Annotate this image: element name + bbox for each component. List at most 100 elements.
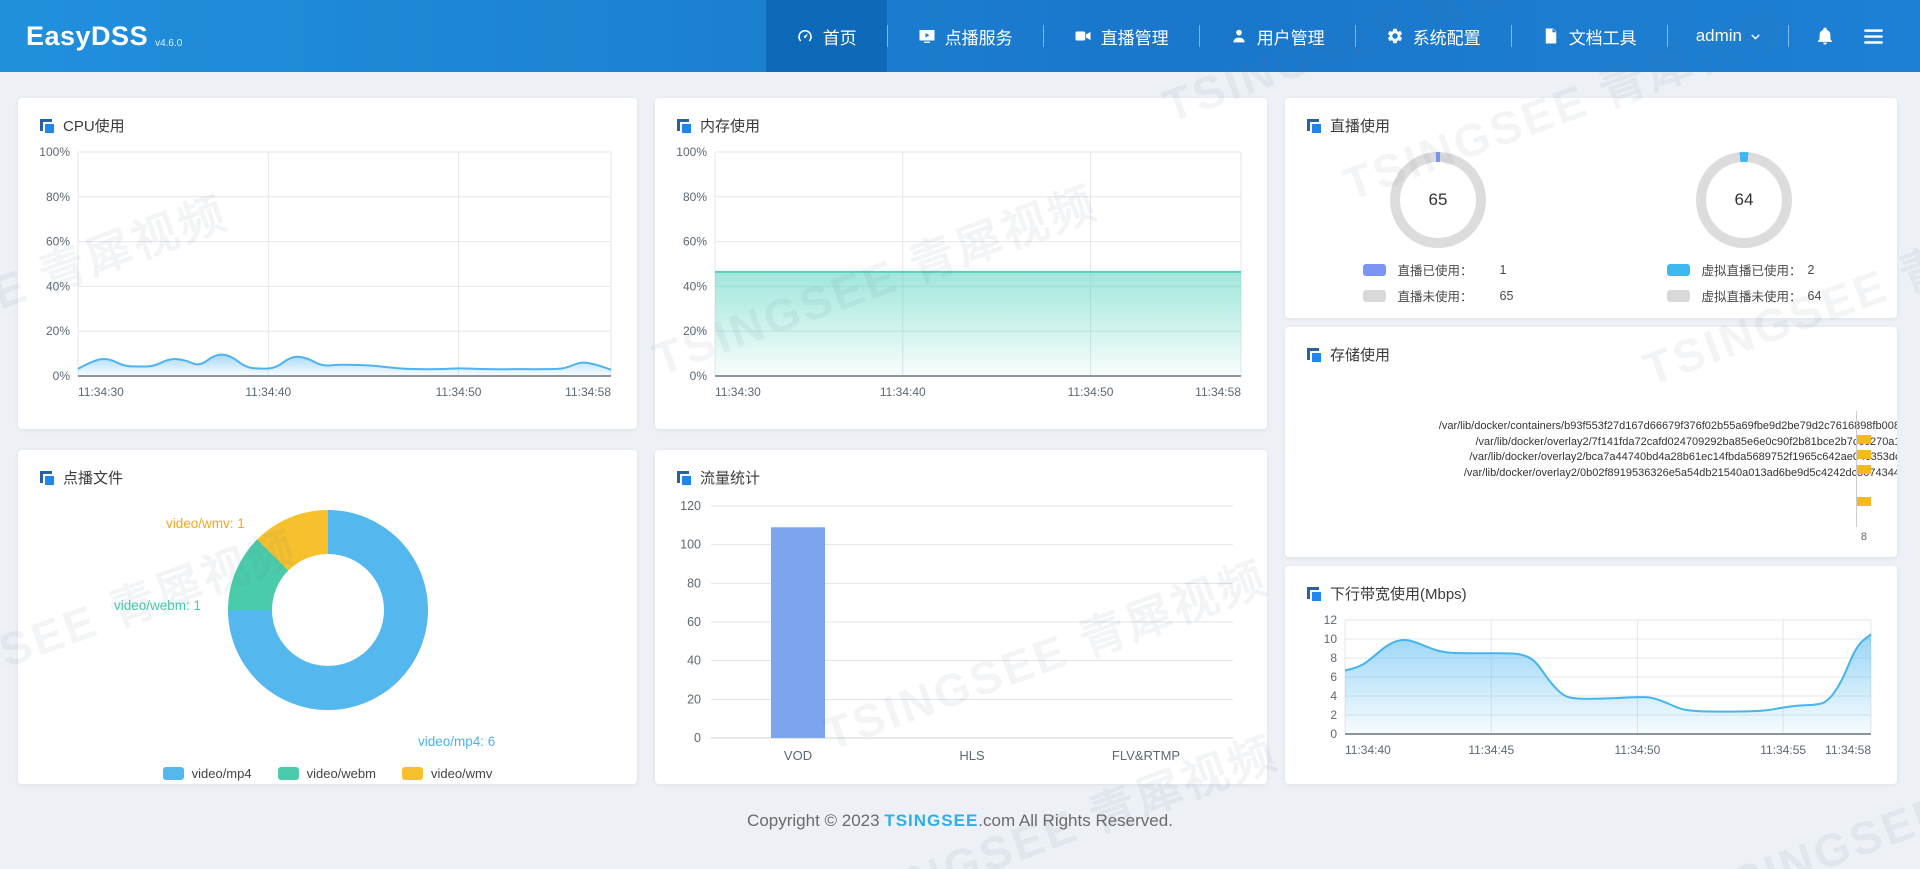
traffic-stats-chart: 120 100 80 60 40 20 0 VOD HLS FLV&RTMP	[663, 492, 1251, 772]
storage-path-labels: /var/lib/docker/containers/b93f553f27d16…	[1439, 419, 1897, 481]
user-name: admin	[1695, 26, 1742, 45]
nav-divider	[886, 25, 888, 47]
card-title: CPU使用	[63, 118, 125, 135]
live-icon	[1074, 27, 1092, 45]
legend-label: 虚拟直播未使用：	[1701, 290, 1802, 304]
user-menu[interactable]: admin	[1696, 26, 1762, 46]
legend-value: 65	[1499, 288, 1514, 303]
gear-icon	[1386, 27, 1404, 45]
dashboard: CPU使用 100% 80% 60% 40% 20% 0% 11:34:30 11:34:40…	[0, 72, 1920, 784]
svg-text:60%: 60%	[683, 235, 707, 249]
nav-item-label: 系统配置	[1412, 28, 1481, 48]
legend-value: 1	[1499, 262, 1507, 277]
live-usage-gauges: 65 直播已使用： 1 直播未使用： 65 64 虚拟直播已使用： 2 虚拟直播未使用： 64	[1285, 138, 1897, 305]
nav-item-user-management[interactable]: 用户管理	[1200, 0, 1355, 72]
card-title: 下行带宽使用(Mbps)	[1330, 586, 1467, 603]
svg-text:120: 120	[680, 499, 701, 513]
navbar: EasyDSS v4.6.0 首页 点播服务 直播管理 用户管理 系统配置 文档工具 ad…	[0, 0, 1920, 72]
copyright-prefix: Copyright © 2023	[747, 811, 885, 830]
legend-label: 直播未使用：	[1397, 290, 1473, 304]
vod-icon	[918, 27, 936, 45]
hamburger-menu-icon[interactable]	[1861, 24, 1886, 49]
svg-text:40: 40	[687, 654, 701, 668]
svg-text:11:34:50: 11:34:50	[436, 385, 482, 399]
svg-text:11:34:30: 11:34:30	[78, 385, 124, 399]
nav-item-label: 用户管理	[1256, 28, 1325, 48]
legend-swatch	[1362, 289, 1386, 302]
app-version: v4.6.0	[155, 37, 183, 49]
legend-label: 直播已使用：	[1397, 264, 1473, 278]
card-header: 存储使用	[1285, 327, 1897, 367]
svg-text:0: 0	[1330, 727, 1337, 741]
legend-swatch	[1362, 263, 1386, 276]
donut-callout: video/wmv: 1	[166, 516, 245, 531]
svg-text:11:34:58: 11:34:58	[1195, 385, 1241, 399]
nav-divider	[1510, 25, 1512, 47]
gauge-ring: 65	[1390, 152, 1486, 248]
storage-bar	[1857, 450, 1871, 459]
card-traffic-stats: 流量统计 120 100 80 60 40 20 0 VOD HLS FLV&RTMP	[655, 450, 1267, 784]
legend-swatch	[1666, 263, 1690, 276]
legend-label: 虚拟直播已使用：	[1701, 264, 1802, 278]
nav-divider	[1354, 25, 1356, 47]
svg-text:11:34:40: 11:34:40	[1345, 743, 1391, 757]
card-header: CPU使用	[18, 98, 637, 138]
svg-text:11:34:40: 11:34:40	[245, 385, 291, 399]
svg-text:20%: 20%	[683, 324, 707, 338]
card-header: 直播使用	[1285, 98, 1897, 138]
app-logo[interactable]: EasyDSS v4.6.0	[0, 0, 212, 72]
nav-item-doc-tools[interactable]: 文档工具	[1512, 0, 1667, 72]
card-title: 内存使用	[700, 118, 761, 135]
legend-label: video/webm	[306, 766, 376, 781]
svg-text:11:34:58: 11:34:58	[565, 385, 611, 399]
memory-usage-chart: 100% 80% 60% 40% 20% 0% 11:34:30 11:34:40 11:34:…	[663, 140, 1253, 408]
svg-text:40%: 40%	[46, 279, 70, 293]
svg-text:11:34:45: 11:34:45	[1468, 743, 1514, 757]
notification-bell-icon[interactable]	[1815, 26, 1835, 46]
nav-item-home[interactable]: 首页	[765, 0, 887, 72]
card-header: 点播文件	[18, 450, 637, 490]
legend-item: video/wmv	[401, 766, 492, 781]
svg-text:VOD: VOD	[784, 748, 812, 763]
svg-text:60%: 60%	[46, 235, 70, 249]
brand-logo: TSINGSEE	[884, 811, 979, 830]
card-title: 点播文件	[63, 470, 124, 487]
vod-files-donut-chart: video/wmv: 1 video/webm: 1 video/mp4: 6	[18, 510, 637, 750]
svg-text:60: 60	[687, 615, 701, 629]
card-live-usage: 直播使用 65 直播已使用： 1 直播未使用： 65 64 虚拟直播已使用： 2 虚拟直播未使用…	[1285, 98, 1897, 318]
nav-divider	[1042, 25, 1044, 47]
gauge-ring: 64	[1696, 152, 1792, 248]
user-icon	[1230, 27, 1248, 45]
svg-text:80: 80	[687, 576, 701, 590]
svg-text:8: 8	[1330, 651, 1337, 665]
gauge-legend: 直播已使用： 1 直播未使用： 65	[1362, 260, 1514, 305]
legend-swatch	[401, 767, 423, 780]
nav-item-vod-service[interactable]: 点播服务	[888, 0, 1043, 72]
legend-swatch	[162, 767, 184, 780]
card-title-icon	[677, 470, 691, 485]
card-title: 流量统计	[700, 470, 761, 487]
svg-text:6: 6	[1330, 670, 1337, 684]
vod-files-legend: video/mp4 video/webm video/wmv	[18, 766, 637, 781]
nav-item-label: 文档工具	[1568, 28, 1637, 48]
svg-text:80%: 80%	[46, 190, 70, 204]
legend-item: video/mp4	[162, 766, 252, 781]
card-title-icon	[40, 118, 54, 133]
gauge-center-value: 64	[1734, 190, 1754, 209]
nav-item-label: 直播管理	[1100, 28, 1169, 48]
cpu-usage-chart: 100% 80% 60% 40% 20% 0% 11:34:30 11:34:40 11:34:…	[26, 140, 623, 408]
card-title: 直播使用	[1330, 118, 1391, 135]
svg-text:0: 0	[694, 731, 701, 745]
svg-text:FLV&RTMP: FLV&RTMP	[1112, 748, 1180, 763]
svg-text:100%: 100%	[39, 145, 70, 159]
storage-bar	[1857, 465, 1871, 474]
card-bandwidth-usage: 下行带宽使用(Mbps) 12 10 8 6 4 2 0 11:34:40 11:34:45 11…	[1285, 566, 1897, 784]
svg-text:11:34:40: 11:34:40	[880, 385, 926, 399]
nav-item-system-config[interactable]: 系统配置	[1356, 0, 1511, 72]
bandwidth-usage-chart: 12 10 8 6 4 2 0 11:34:40 11:34:45 11:34:50 11:34:5…	[1293, 608, 1883, 766]
card-cpu-usage: CPU使用 100% 80% 60% 40% 20% 0% 11:34:30 11:34:40…	[18, 98, 637, 429]
copyright-suffix: .com All Rights Reserved.	[978, 811, 1173, 830]
nav-item-live-management[interactable]: 直播管理	[1044, 0, 1199, 72]
donut-callout: video/mp4: 6	[418, 734, 496, 749]
legend-value: 2	[1807, 262, 1815, 277]
